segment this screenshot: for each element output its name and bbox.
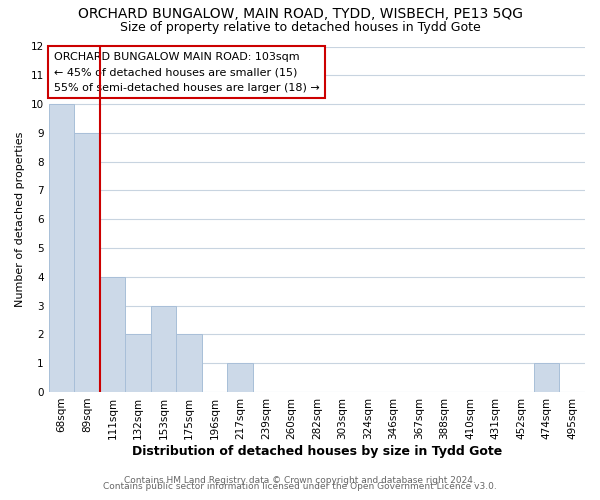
Bar [49,104,74,392]
Text: Size of property relative to detached houses in Tydd Gote: Size of property relative to detached ho… [119,21,481,34]
Bar [227,363,253,392]
Bar [125,334,151,392]
Text: Contains public sector information licensed under the Open Government Licence v3: Contains public sector information licen… [103,482,497,491]
Text: ORCHARD BUNGALOW, MAIN ROAD, TYDD, WISBECH, PE13 5QG: ORCHARD BUNGALOW, MAIN ROAD, TYDD, WISBE… [77,8,523,22]
Y-axis label: Number of detached properties: Number of detached properties [15,132,25,307]
Bar [151,306,176,392]
Bar [74,133,100,392]
Text: ORCHARD BUNGALOW MAIN ROAD: 103sqm
← 45% of detached houses are smaller (15)
55%: ORCHARD BUNGALOW MAIN ROAD: 103sqm ← 45%… [54,52,320,93]
Bar [100,277,125,392]
Bar [176,334,202,392]
Text: Contains HM Land Registry data © Crown copyright and database right 2024.: Contains HM Land Registry data © Crown c… [124,476,476,485]
X-axis label: Distribution of detached houses by size in Tydd Gote: Distribution of detached houses by size … [132,444,502,458]
Bar [534,363,559,392]
